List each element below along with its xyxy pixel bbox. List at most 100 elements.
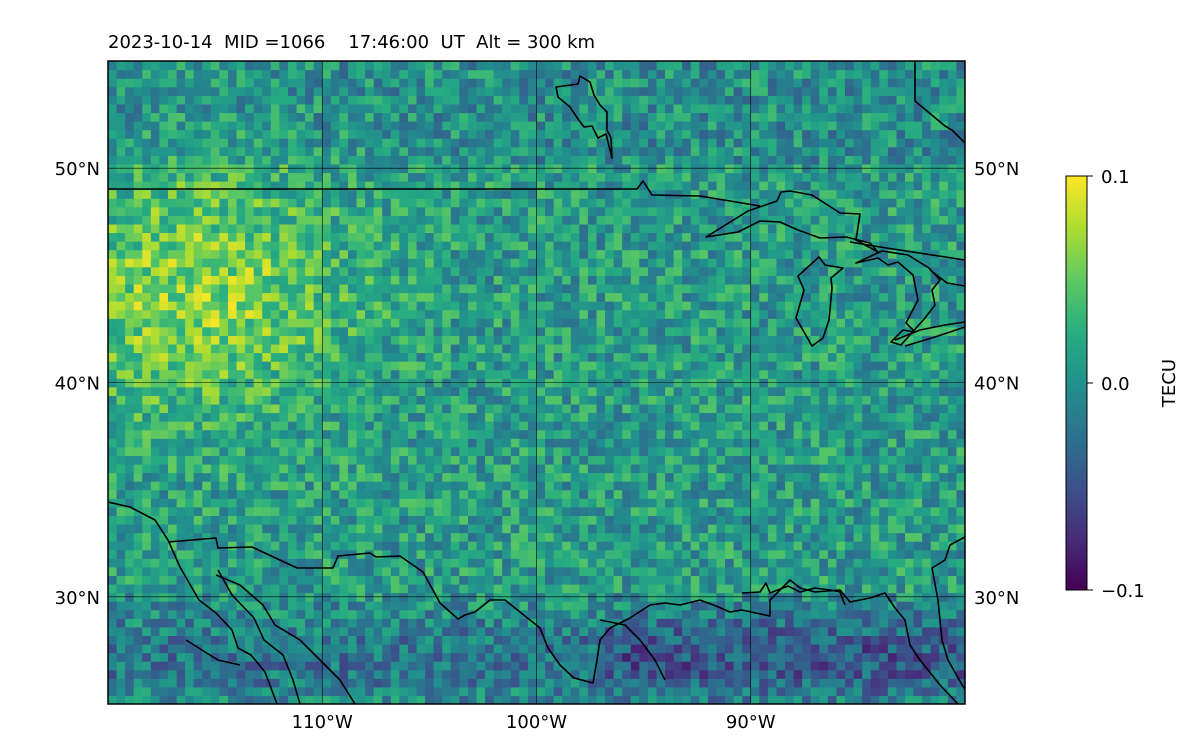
heatmap-cell <box>759 506 769 516</box>
heatmap-cell <box>742 601 752 611</box>
heatmap-cell <box>176 678 186 688</box>
heatmap-cell <box>716 541 726 551</box>
heatmap-cell <box>185 643 195 654</box>
heatmap-cell <box>262 481 272 491</box>
heatmap-cell <box>210 592 221 602</box>
heatmap-cell <box>536 489 546 499</box>
heatmap-cell <box>819 395 829 405</box>
heatmap-cell <box>305 506 315 516</box>
heatmap-cell <box>245 515 255 525</box>
heatmap-cell <box>356 652 366 662</box>
heatmap-cell <box>553 309 563 319</box>
heatmap-cell <box>587 412 598 422</box>
heatmap-cell <box>699 275 709 285</box>
heatmap-cell <box>673 661 683 671</box>
heatmap-cell <box>450 361 460 371</box>
heatmap-cell <box>785 412 795 422</box>
heatmap-cell <box>639 369 649 379</box>
heatmap-cell <box>305 386 315 396</box>
heatmap-cell <box>373 558 383 568</box>
heatmap-cell <box>485 309 495 319</box>
heatmap-cell <box>690 695 700 704</box>
heatmap-cell <box>399 403 409 414</box>
heatmap-cell <box>108 609 118 619</box>
heatmap-cell <box>253 575 263 585</box>
heatmap-cell <box>622 275 632 285</box>
heatmap-cell <box>742 275 752 285</box>
heatmap-cell <box>853 592 863 602</box>
heatmap-cell <box>142 309 152 319</box>
heatmap-cell <box>287 678 298 688</box>
heatmap-cell <box>167 412 178 422</box>
heatmap-cell <box>185 326 195 336</box>
heatmap-cell <box>656 541 666 551</box>
heatmap-cell <box>245 481 255 491</box>
heatmap-cell <box>407 669 418 679</box>
heatmap-cell <box>587 575 598 585</box>
heatmap-cell <box>759 635 769 645</box>
heatmap-cell <box>390 652 400 662</box>
heatmap-cell <box>819 549 829 559</box>
heatmap-cell <box>939 541 949 551</box>
heatmap-cell <box>622 695 632 704</box>
heatmap-cell <box>673 472 683 482</box>
heatmap-cell <box>647 618 658 628</box>
heatmap-cell <box>587 292 598 302</box>
heatmap-cell <box>862 326 872 336</box>
heatmap-cell <box>227 506 238 516</box>
heatmap-cell <box>322 326 332 336</box>
heatmap-cell <box>245 318 255 328</box>
heatmap-cell <box>253 566 263 576</box>
heatmap-cell <box>827 309 838 319</box>
heatmap-cell <box>665 472 675 482</box>
heatmap-cell <box>330 309 340 319</box>
heatmap-cell <box>725 292 735 302</box>
heatmap-cell <box>236 558 246 568</box>
heatmap-cell <box>176 395 186 405</box>
heatmap-cell <box>656 609 666 619</box>
heatmap-cell <box>905 643 915 654</box>
heatmap-cell <box>193 661 203 671</box>
heatmap-cell <box>870 678 880 688</box>
heatmap-cell <box>570 635 580 645</box>
heatmap-cell <box>570 558 580 568</box>
heatmap-cell <box>725 506 735 516</box>
heatmap-cell <box>193 301 203 311</box>
heatmap-cell <box>673 695 683 704</box>
heatmap-cell <box>673 635 683 645</box>
heatmap-cell <box>236 523 246 534</box>
heatmap-cell <box>176 601 186 611</box>
heatmap-cell <box>887 532 898 542</box>
heatmap-cell <box>133 309 143 319</box>
heatmap-cell <box>570 609 580 619</box>
heatmap-cell <box>125 463 135 474</box>
heatmap-cell <box>305 609 315 619</box>
heatmap-cell <box>262 326 272 336</box>
heatmap-cell <box>759 292 769 302</box>
heatmap-cell <box>930 669 940 679</box>
heatmap-cell <box>699 695 709 704</box>
heatmap-cell <box>647 283 658 294</box>
heatmap-cell <box>519 523 529 534</box>
heatmap-cell <box>442 335 452 345</box>
heatmap-cell <box>347 532 358 542</box>
heatmap-cell <box>502 292 512 302</box>
heatmap-cell <box>467 361 478 371</box>
heatmap-cell <box>356 369 366 379</box>
heatmap-cell <box>776 455 786 465</box>
heatmap-cell <box>939 601 949 611</box>
heatmap-cell <box>167 541 178 551</box>
heatmap-cell <box>330 412 340 422</box>
heatmap-cell <box>622 472 632 482</box>
heatmap-cell <box>862 506 872 516</box>
heatmap-cell <box>596 412 606 422</box>
heatmap-cell <box>339 669 349 679</box>
heatmap-cell <box>407 618 418 628</box>
heatmap-cell <box>733 643 743 654</box>
heatmap-cell <box>639 549 649 559</box>
heatmap-cell <box>108 678 118 688</box>
heatmap-cell <box>853 386 863 396</box>
heatmap-cell <box>167 686 178 697</box>
heatmap-cell <box>108 635 118 645</box>
heatmap-cell <box>870 558 880 568</box>
